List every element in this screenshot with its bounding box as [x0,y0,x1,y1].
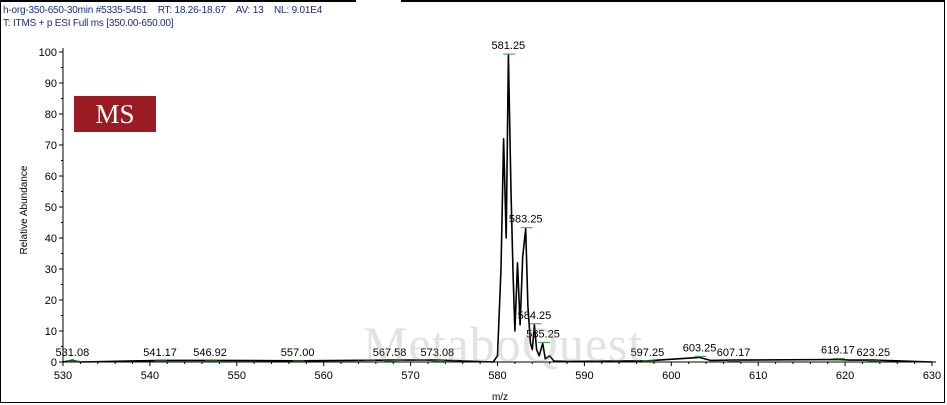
x-axis-title: m/z [492,392,508,403]
y-tick-label: 20 [45,295,57,307]
y-tick-label: 70 [45,140,57,152]
scan-info: h-org-350-650-30min #5335-5451 [3,5,148,16]
peak-label: 597.25 [631,347,665,359]
peak-label: 623.25 [857,347,891,359]
peak-label: 541.17 [143,347,177,359]
x-tick-label: 540 [141,370,159,382]
x-tick-label: 550 [228,370,246,382]
average-scans: AV: 13 [235,5,264,16]
x-tick-label: 620 [836,370,854,382]
ms-badge: MS [74,96,156,132]
y-tick-label: 40 [45,233,57,245]
peak-label: 546.92 [193,347,227,359]
x-tick-label: 560 [315,370,333,382]
watermark-text: MetaboQuest [363,316,644,372]
peak-label: 581.25 [492,40,526,52]
scan-filter: T: ITMS + p ESI Full ms [350.00-650.00] [3,18,174,29]
y-tick-label: 80 [45,109,57,121]
x-tick-label: 600 [662,370,680,382]
normalization-level: NL: 9.01E4 [274,5,323,16]
peak-label: 607.17 [717,347,751,359]
peak-label: 557.00 [281,347,315,359]
scan-header: h-org-350-650-30min #5335-5451 RT: 18.26… [3,5,330,16]
x-tick-label: 630 [923,370,941,382]
y-axis-title: Relative Abundance [19,165,30,254]
x-tick-label: 530 [54,370,72,382]
y-tick-label: 50 [45,202,57,214]
peak-label: 531.08 [56,347,90,359]
window-top-gap [356,0,401,2]
x-tick-label: 610 [749,370,767,382]
series-layer [62,54,933,363]
x-tick-label: 580 [488,370,506,382]
y-tick-label: 10 [45,326,57,338]
peak-label: 619.17 [821,345,855,357]
peak-label: 583.25 [509,214,543,226]
y-tick-label: 90 [45,78,57,90]
x-tick-label: 570 [401,370,419,382]
y-tick-label: 60 [45,171,57,183]
x-tick-label: 590 [575,370,593,382]
peak-labels-layer: 531.08 541.17 546.92 557.00 567.58 573.08 581.… [56,40,891,362]
y-tick-label: 0 [51,357,57,369]
retention-time: RT: 18.26-18.67 [157,5,226,16]
peak-label: 567.58 [373,347,407,359]
y-tick-label: 100 [39,47,57,59]
peak-label: 603.25 [683,342,717,354]
peak-label: 573.08 [421,347,455,359]
spectrum-trace [62,54,933,363]
peak-label: 585.25 [526,328,560,340]
axes-layer: 530 540 550 560 570 580 590 600 610 620 630 0 10 20 30… [39,47,942,382]
peak-label: 584.25 [518,310,552,322]
y-tick-label: 30 [45,264,57,276]
window-top-border [1,0,944,2]
